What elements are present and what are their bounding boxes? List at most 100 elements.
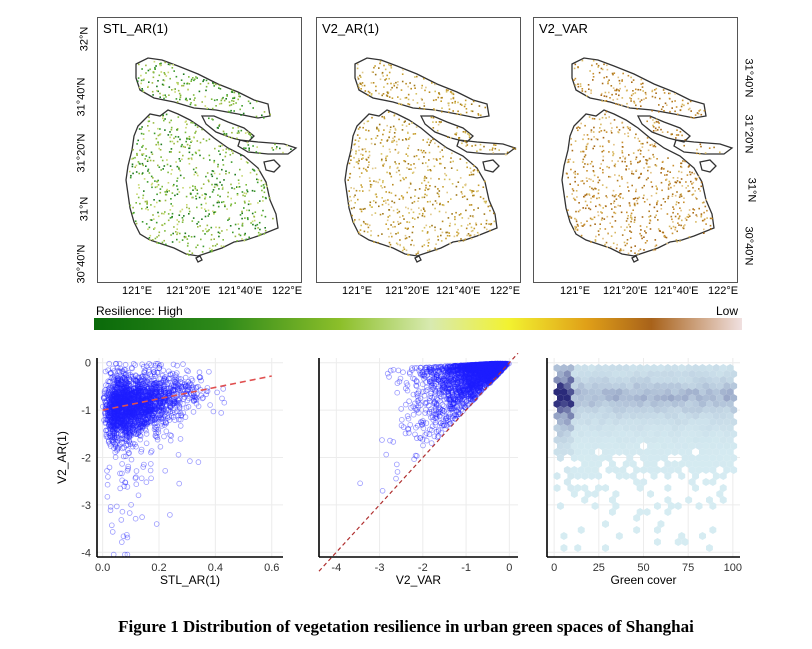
- map-pixel: [201, 251, 204, 253]
- map-pixel: [249, 102, 252, 105]
- map-pixel: [571, 188, 574, 190]
- map-pixel: [599, 204, 602, 207]
- map-pixel: [396, 243, 399, 246]
- map-pixel: [147, 69, 150, 72]
- lon-tick: 122°E: [490, 285, 521, 297]
- map-pixel: [420, 149, 423, 152]
- map-pixel: [644, 242, 647, 244]
- map-pixel: [187, 88, 189, 91]
- map-pixel: [359, 82, 361, 85]
- map-pixel: [356, 134, 359, 136]
- map-pixel: [179, 169, 181, 172]
- map-pixel: [601, 68, 604, 71]
- map-pixel: [367, 156, 370, 159]
- map-pixel: [477, 207, 479, 209]
- map-pixel: [614, 231, 616, 234]
- map-pixel: [417, 200, 419, 202]
- map-pixel: [146, 203, 148, 205]
- map-pixel: [669, 110, 671, 113]
- map-pixel: [264, 183, 267, 185]
- map-pixel: [387, 216, 389, 218]
- map-pixel: [256, 223, 259, 226]
- map-pixel: [439, 158, 441, 160]
- map-pixel: [404, 120, 406, 122]
- map-pixel: [574, 63, 577, 66]
- map-pixel: [224, 134, 226, 136]
- map-pixel: [405, 153, 408, 155]
- map-pixel: [222, 186, 224, 189]
- map-pixel: [593, 145, 596, 147]
- map-pixel: [192, 217, 195, 219]
- map-pixel: [623, 241, 626, 244]
- map-pixel: [407, 103, 409, 105]
- map-pixel: [698, 188, 700, 190]
- map-pixel: [687, 102, 689, 105]
- map-pixel: [447, 136, 449, 138]
- map-pixel: [182, 219, 184, 221]
- map-pixel: [398, 198, 401, 200]
- map-pixel: [656, 200, 659, 202]
- map-pixel: [407, 132, 409, 134]
- map-pixel: [675, 201, 678, 203]
- map-pixel: [466, 166, 468, 169]
- map-pixel: [255, 151, 258, 153]
- map-pixel: [241, 225, 244, 227]
- map-pixel: [437, 188, 439, 190]
- map-pixel: [425, 177, 428, 179]
- map-pixel: [457, 232, 460, 235]
- x-axis-label: STL_AR(1): [160, 573, 220, 587]
- map-pixel: [182, 154, 184, 157]
- map-pixel: [166, 188, 168, 191]
- map-pixel: [448, 108, 451, 110]
- map-pixel: [411, 231, 414, 234]
- map-pixel: [407, 93, 410, 96]
- map-pixel: [679, 240, 681, 242]
- map-pixel: [427, 138, 430, 141]
- map-pixel: [218, 123, 221, 126]
- map-pixel: [653, 156, 655, 158]
- map-pixel: [450, 91, 453, 93]
- map-pixel: [631, 218, 633, 220]
- map-pixel: [462, 186, 464, 189]
- map-pixel: [418, 207, 420, 209]
- map-pixel: [681, 185, 684, 187]
- map-pixel: [174, 194, 176, 197]
- map-pixel: [630, 220, 632, 223]
- map-pixel: [212, 82, 215, 85]
- map-pixel: [584, 200, 587, 203]
- map-pixel: [587, 138, 590, 140]
- map-pixel: [455, 132, 458, 134]
- map-pixel: [376, 135, 379, 137]
- map-pixel: [404, 160, 407, 163]
- map-pixel: [577, 210, 580, 213]
- map-pixel: [652, 145, 655, 148]
- scatter-point: [152, 388, 158, 394]
- map-pixel: [151, 90, 154, 93]
- map-pixel: [178, 92, 181, 95]
- map-pixel: [649, 215, 652, 217]
- map-pixel: [179, 98, 181, 101]
- map-pixel: [473, 165, 475, 167]
- map-pixel: [142, 138, 145, 140]
- map-pixel: [584, 124, 586, 127]
- map-pixel: [248, 133, 250, 135]
- map-pixel: [636, 108, 638, 110]
- map-pixel: [665, 178, 668, 181]
- map-pixel: [689, 107, 691, 110]
- map-pixel: [473, 194, 475, 197]
- map-pixel: [176, 165, 179, 168]
- map-pixel: [254, 224, 257, 227]
- map-pixel: [574, 228, 577, 230]
- map-pixel: [388, 209, 390, 211]
- map-pixel: [611, 225, 613, 228]
- map-pixel: [437, 123, 440, 126]
- map-pixel: [142, 164, 144, 167]
- map-pixel: [648, 216, 650, 218]
- scatter-point: [129, 428, 136, 434]
- map-pixel: [637, 149, 640, 152]
- map-pixel: [175, 161, 177, 163]
- map-pixel: [574, 217, 576, 220]
- map-pixel: [452, 97, 455, 99]
- map-pixel: [414, 218, 416, 220]
- map-pixel: [400, 103, 403, 106]
